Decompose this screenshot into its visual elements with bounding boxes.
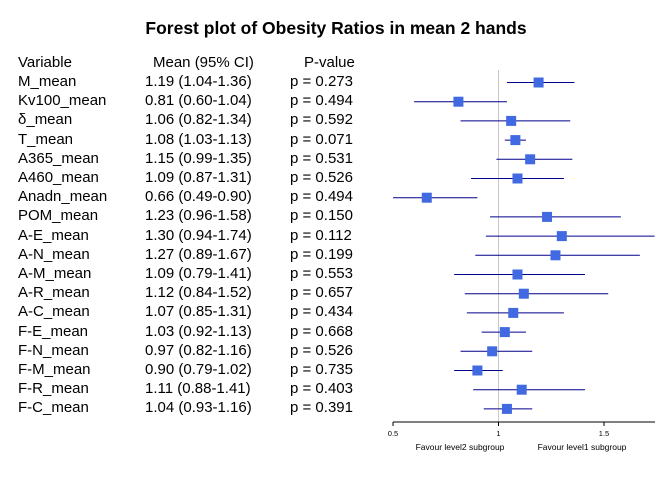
point-estimate [518,288,529,299]
row-mean-ci: 1.03 (0.92-1.13) [145,322,252,340]
row-variable: A-R_mean [18,284,90,302]
row-mean-ci: 1.04 (0.93-1.16) [145,399,252,417]
row-variable: F-R_mean [18,380,89,398]
chart-title: Forest plot of Obesity Ratios in mean 2 … [145,18,527,38]
row-p-value: p = 0.526 [290,169,353,186]
row-variable: POM_mean [18,207,99,225]
row-variable: T_mean [18,130,74,148]
point-estimate [472,365,483,376]
row-p-value: p = 0.199 [290,245,353,263]
point-estimate [510,135,521,146]
row-mean-ci: 1.12 (0.84-1.52) [145,284,252,302]
row-variable: F-M_mean [18,361,91,378]
point-estimate [542,211,553,222]
variable-column-header: Variable [18,54,72,71]
point-estimate [501,403,512,414]
row-variable: M_mean [18,73,77,90]
row-p-value: p = 0.112 [290,226,352,244]
row-p-value: p = 0.531 [290,149,353,167]
row-variable: Anadn_mean [18,188,108,206]
point-estimate [506,115,517,126]
x-tick-label: 1.5 [599,429,609,438]
favour-right-label: Favour level1 subgroup [538,442,627,452]
row-variable: F-C_mean [18,399,89,417]
row-p-value: p = 0.592 [290,111,353,129]
mean-ci-column-header: Mean (95% CI) [153,54,254,71]
x-tick-label: 1 [496,429,500,438]
row-mean-ci: 1.09 (0.87-1.31) [145,169,252,186]
row-p-value: p = 0.553 [290,265,353,282]
row-p-value: p = 0.668 [290,322,353,340]
point-estimate [512,269,523,280]
point-estimate [556,231,567,242]
row-mean-ci: 1.15 (0.99-1.35) [145,149,252,167]
point-estimate [550,250,561,261]
row-variable: F-E_mean [18,322,89,340]
p-value-column-header: P-value [304,54,355,71]
row-p-value: p = 0.494 [290,92,353,110]
row-p-value: p = 0.434 [290,303,353,321]
row-p-value: p = 0.150 [290,207,353,225]
point-estimate [499,327,510,338]
row-variable: A460_mean [18,169,99,186]
row-mean-ci: 1.23 (0.96-1.58) [145,207,252,225]
point-estimate [487,346,498,357]
row-p-value: p = 0.735 [290,361,353,378]
row-p-value: p = 0.071 [290,130,353,148]
row-variable: A-C_mean [18,303,90,321]
row-mean-ci: 0.66 (0.49-0.90) [145,188,252,206]
row-mean-ci: 1.09 (0.79-1.41) [145,265,252,282]
row-mean-ci: 1.08 (1.03-1.13) [145,130,252,148]
row-mean-ci: 0.81 (0.60-1.04) [145,92,252,110]
row-mean-ci: 1.30 (0.94-1.74) [145,226,252,244]
row-p-value: p = 0.273 [290,73,353,90]
row-variable: A-M_mean [18,265,92,282]
point-estimate [508,307,519,318]
row-mean-ci: 1.11 (0.88-1.41) [145,380,251,398]
row-mean-ci: 0.97 (0.82-1.16) [145,341,252,359]
row-mean-ci: 1.19 (1.04-1.36) [145,73,252,90]
point-estimate [516,384,527,395]
row-variable: A-E_mean [18,226,89,244]
point-estimate [421,192,432,203]
row-p-value: p = 0.391 [290,399,353,417]
row-mean-ci: 0.90 (0.79-1.02) [145,361,252,378]
row-variable: F-N_mean [18,341,89,359]
row-variable: Kv100_mean [18,92,107,110]
favour-left-label: Favour level2 subgroup [416,442,505,452]
row-variable: δ_mean [18,111,73,129]
point-estimate [453,96,464,107]
row-variable: A365_mean [18,149,99,167]
row-p-value: p = 0.657 [290,284,353,302]
row-p-value: p = 0.403 [290,380,353,398]
row-p-value: p = 0.494 [290,188,353,206]
row-mean-ci: 1.06 (0.82-1.34) [145,111,252,129]
point-estimate [533,77,544,88]
row-variable: A-N_mean [18,245,90,263]
row-p-value: p = 0.526 [290,341,353,359]
row-mean-ci: 1.07 (0.85-1.31) [145,303,252,321]
x-tick-label: 0.5 [388,429,398,438]
point-estimate [525,154,536,165]
point-estimate [512,173,523,184]
row-mean-ci: 1.27 (0.89-1.67) [145,245,252,263]
